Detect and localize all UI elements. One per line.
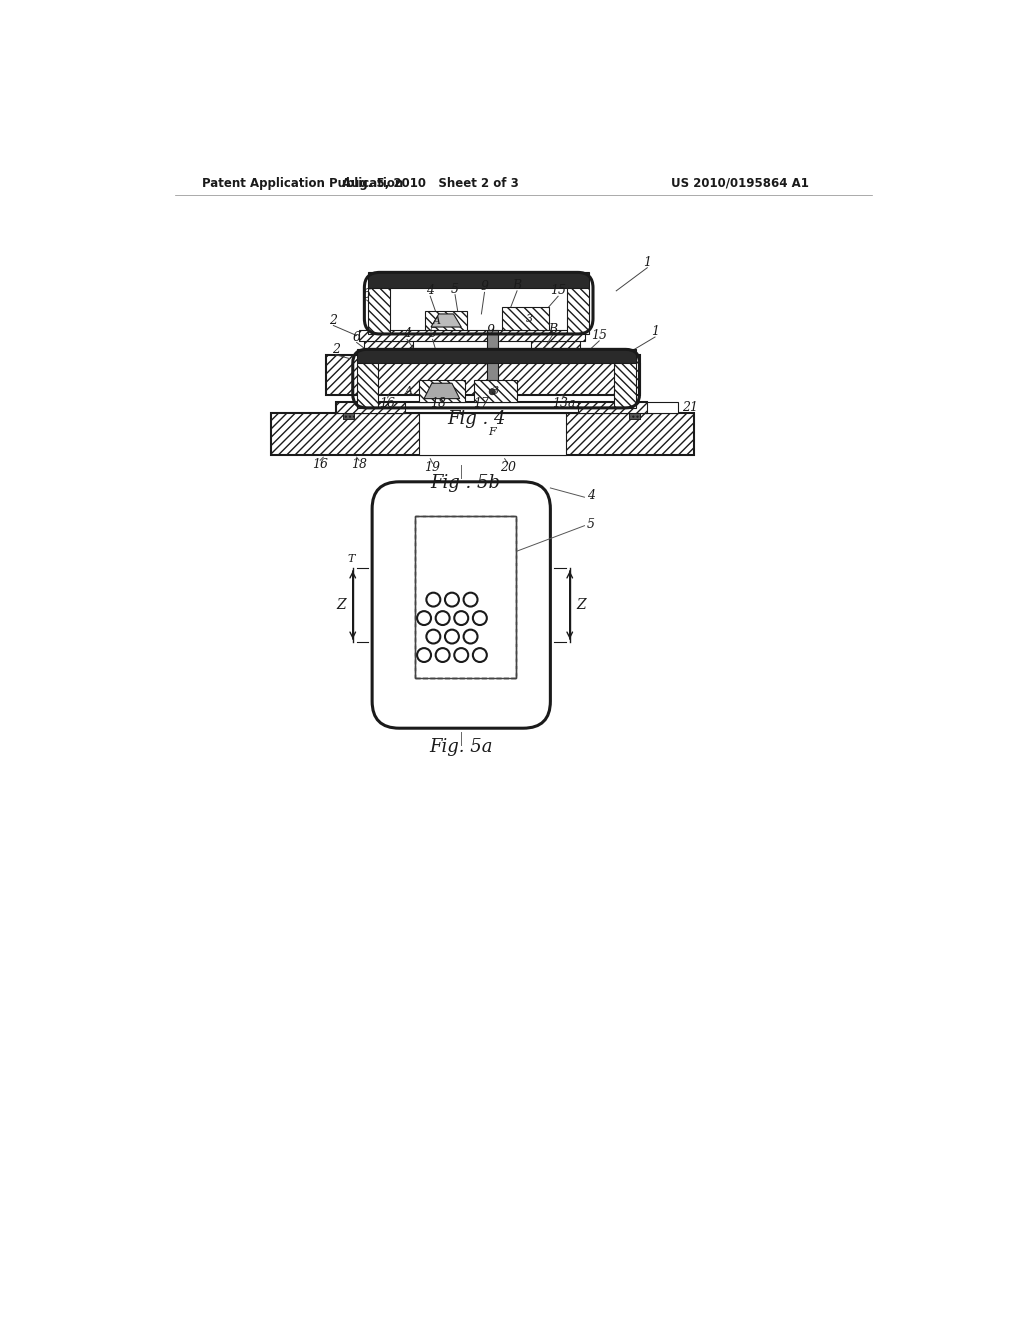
- Text: 18: 18: [351, 458, 367, 471]
- Bar: [343, 413, 354, 418]
- Bar: [336, 401, 406, 412]
- Text: Z: Z: [577, 598, 586, 612]
- Circle shape: [489, 388, 496, 395]
- Text: 21: 21: [682, 400, 698, 413]
- Circle shape: [435, 648, 450, 663]
- Circle shape: [445, 593, 459, 607]
- Text: 15: 15: [550, 284, 566, 297]
- Bar: [567, 288, 589, 334]
- Bar: [629, 413, 640, 418]
- Circle shape: [464, 630, 477, 644]
- Text: B: B: [512, 279, 521, 292]
- Text: 5: 5: [587, 517, 595, 531]
- Text: 3: 3: [526, 314, 534, 325]
- Bar: [531, 341, 580, 355]
- Bar: [415, 516, 515, 678]
- Text: B: B: [548, 323, 557, 335]
- Text: Patent Application Publication: Patent Application Publication: [202, 177, 402, 190]
- Text: 9: 9: [486, 325, 495, 338]
- Text: US 2010/0195864 A1: US 2010/0195864 A1: [672, 177, 809, 190]
- Text: A: A: [432, 315, 440, 326]
- Text: 5: 5: [429, 327, 436, 341]
- FancyBboxPatch shape: [372, 482, 550, 729]
- Bar: [425, 312, 467, 330]
- Text: Z: Z: [336, 598, 346, 612]
- Text: Fig . 4: Fig . 4: [447, 409, 506, 428]
- Bar: [486, 330, 498, 395]
- Bar: [578, 401, 647, 412]
- Bar: [356, 363, 378, 408]
- Bar: [415, 516, 515, 678]
- Text: 5: 5: [451, 282, 459, 296]
- Text: 4: 4: [426, 284, 434, 297]
- Bar: [419, 413, 566, 455]
- Text: 1: 1: [643, 256, 651, 269]
- Circle shape: [473, 611, 486, 626]
- Text: 13a.: 13a.: [552, 397, 580, 409]
- Text: 16: 16: [380, 397, 395, 409]
- Bar: [614, 363, 636, 408]
- Bar: [359, 330, 586, 341]
- Circle shape: [445, 630, 459, 644]
- Text: 2: 2: [330, 314, 337, 326]
- Bar: [369, 272, 589, 288]
- Text: Fig. 5a: Fig. 5a: [429, 738, 493, 755]
- Circle shape: [417, 611, 431, 626]
- Text: F: F: [488, 428, 496, 437]
- Bar: [271, 413, 693, 455]
- Circle shape: [455, 648, 468, 663]
- Text: 1: 1: [651, 325, 659, 338]
- Text: A: A: [406, 385, 414, 396]
- Circle shape: [417, 648, 431, 663]
- Bar: [336, 401, 647, 412]
- Circle shape: [426, 630, 440, 644]
- Bar: [640, 401, 678, 412]
- Text: 6: 6: [362, 288, 371, 301]
- Text: 15: 15: [591, 329, 607, 342]
- Polygon shape: [424, 383, 460, 399]
- Bar: [419, 380, 465, 401]
- Text: 17: 17: [473, 397, 488, 409]
- Text: 3: 3: [492, 385, 499, 396]
- Text: 2: 2: [332, 343, 340, 356]
- Polygon shape: [431, 314, 461, 327]
- Bar: [629, 413, 640, 418]
- Text: Aug. 5, 2010   Sheet 2 of 3: Aug. 5, 2010 Sheet 2 of 3: [342, 177, 518, 190]
- Bar: [326, 355, 640, 395]
- Text: Fig . 5b: Fig . 5b: [430, 474, 500, 492]
- Bar: [356, 350, 636, 363]
- Bar: [474, 380, 517, 401]
- Text: 16: 16: [312, 458, 329, 471]
- Circle shape: [473, 648, 486, 663]
- Bar: [343, 413, 354, 418]
- Text: 4: 4: [403, 327, 411, 341]
- Circle shape: [455, 611, 468, 626]
- Text: T: T: [347, 554, 355, 564]
- Text: 9: 9: [480, 280, 488, 293]
- Circle shape: [435, 611, 450, 626]
- Bar: [503, 308, 549, 330]
- Text: 18: 18: [430, 397, 446, 409]
- Circle shape: [426, 593, 440, 607]
- Text: 6: 6: [352, 330, 360, 343]
- Text: 20: 20: [500, 462, 516, 474]
- Text: 19: 19: [425, 462, 440, 474]
- Bar: [365, 341, 414, 355]
- Text: 4: 4: [587, 490, 595, 502]
- Circle shape: [464, 593, 477, 607]
- Bar: [369, 288, 390, 334]
